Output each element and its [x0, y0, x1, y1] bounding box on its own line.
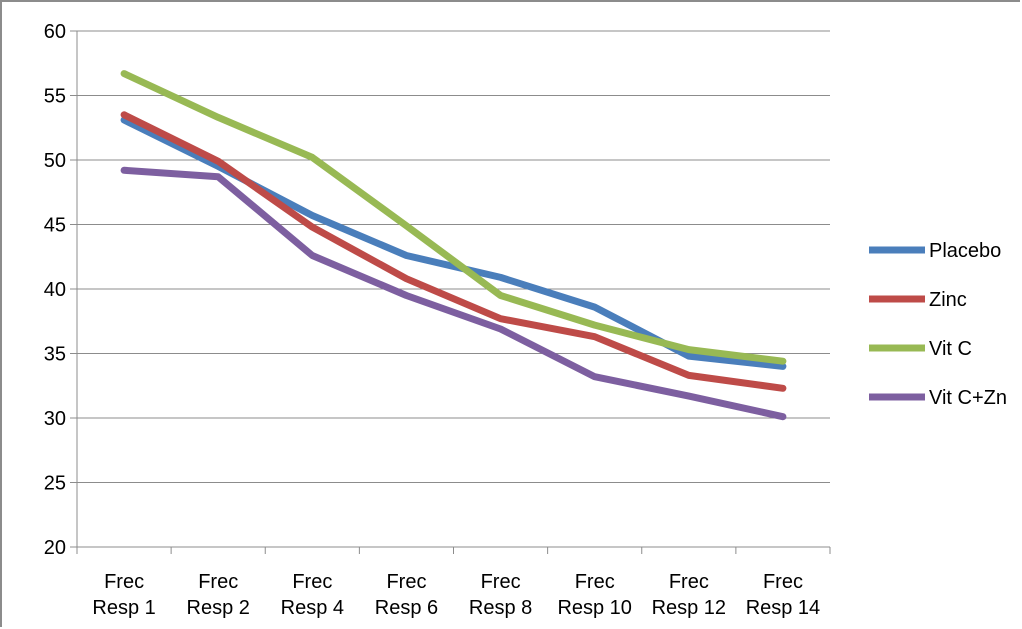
x-tick-label-line: Frec [292, 571, 332, 593]
y-tick-label: 45 [44, 215, 66, 237]
x-tick-label-line: Resp 1 [92, 597, 155, 619]
series-line-zinc [120, 111, 787, 392]
series-lines [120, 70, 787, 421]
x-tick-label-line: Resp 14 [746, 597, 821, 619]
x-tick-label-line: Frec [198, 571, 238, 593]
x-tick-label-line: Resp 4 [281, 597, 344, 619]
y-tick-label: 55 [44, 86, 66, 108]
x-tick-label-line: Frec [575, 571, 615, 593]
series-line-vit-c [120, 70, 787, 365]
y-tick-label: 50 [44, 150, 66, 172]
y-tick-label: 25 [44, 473, 66, 495]
y-tick-label: 30 [44, 408, 66, 430]
x-tick-label: Frec Resp 2 [187, 571, 250, 619]
series-line-vit-c-zn [120, 166, 787, 421]
legend-label-placebo: Placebo [929, 240, 1001, 262]
x-axis-ticks: Frec Resp 1 Frec Resp 2 Frec Resp 4 Frec Resp 6… [76, 547, 831, 619]
legend-label-vit-c-zn: Vit C+Zn [929, 387, 1007, 409]
x-tick-label-line: Frec [763, 571, 803, 593]
x-tick-label: Frec Resp 1 [92, 571, 155, 619]
y-axis-ticks: 20 25 30 35 40 45 50 55 60 [44, 21, 77, 559]
x-tick-label-line: Resp 2 [187, 597, 250, 619]
x-tick-label-line: Resp 8 [469, 597, 532, 619]
x-tick-label-line: Resp 10 [557, 597, 632, 619]
x-tick-label-line: Resp 12 [652, 597, 727, 619]
y-tick-label: 35 [44, 344, 66, 366]
x-tick-label-line: Resp 6 [375, 597, 438, 619]
x-tick-label: Frec Resp 14 [746, 571, 821, 619]
x-tick-label: Frec Resp 6 [375, 571, 438, 619]
legend: Placebo Zinc Vit C Vit C+Zn [869, 240, 1007, 409]
x-tick-label: Frec Resp 12 [652, 571, 727, 619]
legend-label-zinc: Zinc [929, 289, 967, 311]
gridlines [77, 30, 830, 483]
y-tick-label: 60 [44, 21, 66, 43]
x-tick-label-line: Frec [481, 571, 521, 593]
x-tick-label: Frec Resp 4 [281, 571, 344, 619]
x-tick-label-line: Frec [104, 571, 144, 593]
y-tick-label: 40 [44, 279, 66, 301]
x-tick-label-line: Frec [669, 571, 709, 593]
x-tick-label: Frec Resp 8 [469, 571, 532, 619]
series-line-placebo [120, 116, 787, 370]
x-tick-label-line: Frec [386, 571, 426, 593]
y-tick-label: 20 [44, 537, 66, 559]
x-tick-label: Frec Resp 10 [557, 571, 632, 619]
legend-label-vit-c: Vit C [929, 338, 972, 360]
